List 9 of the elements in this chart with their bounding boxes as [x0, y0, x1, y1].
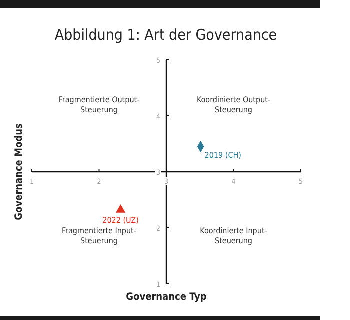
annotation: Koordinierte Input- Steuerung	[200, 226, 268, 246]
chart-title: Abbildung 1: Art der Governance	[54, 26, 278, 44]
annotation: Fragmentierte Output- Steuerung	[58, 96, 140, 115]
series-label: 2022 (UZ)	[102, 216, 140, 226]
x-axis-title: Governance Typ	[126, 292, 208, 303]
annotation: Fragmentierte Input- Steuerung	[62, 226, 137, 246]
annotation: Koordinierte Output- Steuerung	[196, 96, 271, 115]
series-label: 2019 (CH)	[204, 150, 242, 160]
y-axis-title: Governance Modus	[14, 124, 25, 220]
